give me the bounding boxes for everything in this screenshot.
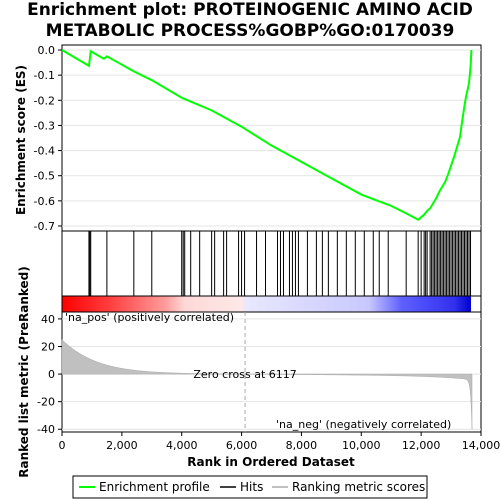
metric-y-tick-label: -20 (37, 396, 55, 409)
es-panel-frame (61, 44, 482, 232)
hits-marks (88, 231, 472, 296)
es-y-axis-title: Enrichment score (ES) (14, 65, 28, 215)
x-tick-label: 8,000 (286, 439, 318, 452)
metric-y-tick-label: 0 (48, 368, 55, 381)
metric-y-tick-label: -40 (37, 423, 55, 436)
es-y-tick-label: -0.4 (34, 145, 55, 158)
es-y-axis: 0.0 -0.1 -0.2 -0.3 -0.4 -0.5 -0.6 -0.7 (34, 44, 62, 233)
chart-title-line2: METABOLIC PROCESS%GOBP%GO:0170039 (45, 21, 455, 41)
legend-profile-label: Enrichment profile (99, 480, 210, 494)
es-y-tick-label: -0.3 (34, 119, 55, 132)
x-tick-label: 4,000 (166, 439, 198, 452)
es-y-tick-label: -0.7 (34, 220, 55, 233)
ranking-metric-area (61, 339, 473, 430)
x-tick-label: 6,000 (226, 439, 258, 452)
chart-title-line1: Enrichment plot: PROTEINOGENIC AMINO ACI… (27, 0, 473, 20)
es-y-tick-label: -0.2 (34, 94, 55, 107)
metric-y-axis: 40 20 0 -20 -40 (37, 313, 62, 436)
x-axis: 0 2,000 4,000 6,000 8,000 10,000 12,000 14,000 (59, 432, 500, 452)
x-tick-label: 12,000 (402, 439, 441, 452)
chart-title: Enrichment plot: PROTEINOGENIC AMINO ACI… (0, 0, 500, 42)
es-y-tick-label: -0.1 (34, 69, 55, 82)
zero-cross-label: Zero cross at 6117 (193, 368, 296, 381)
rank-color-bar (62, 296, 471, 312)
x-axis-title: Rank in Ordered Dataset (187, 455, 355, 469)
x-tick-label: 0 (59, 439, 66, 452)
legend-box (72, 475, 428, 499)
x-tick-label: 14,000 (462, 439, 500, 452)
negative-correlation-label: 'na_neg' (negatively correlated) (276, 418, 451, 431)
x-tick-label: 10,000 (342, 439, 381, 452)
metric-y-tick-label: 20 (41, 340, 55, 353)
metric-y-axis-title: Ranked list metric (PreRanked) (17, 266, 31, 478)
es-gridlines (62, 49, 481, 227)
es-y-tick-label: -0.6 (34, 195, 55, 208)
legend-hits-label: Hits (240, 480, 263, 494)
metric-y-tick-label: 40 (41, 313, 55, 326)
enrichment-profile-line (61, 49, 473, 221)
es-y-tick-label: -0.5 (34, 170, 55, 183)
positive-correlation-label: 'na_pos' (positively correlated) (65, 311, 234, 324)
legend-metric-label: Ranking metric scores (292, 480, 425, 494)
es-y-tick-label: 0.0 (38, 44, 56, 57)
x-tick-label: 2,000 (106, 439, 138, 452)
